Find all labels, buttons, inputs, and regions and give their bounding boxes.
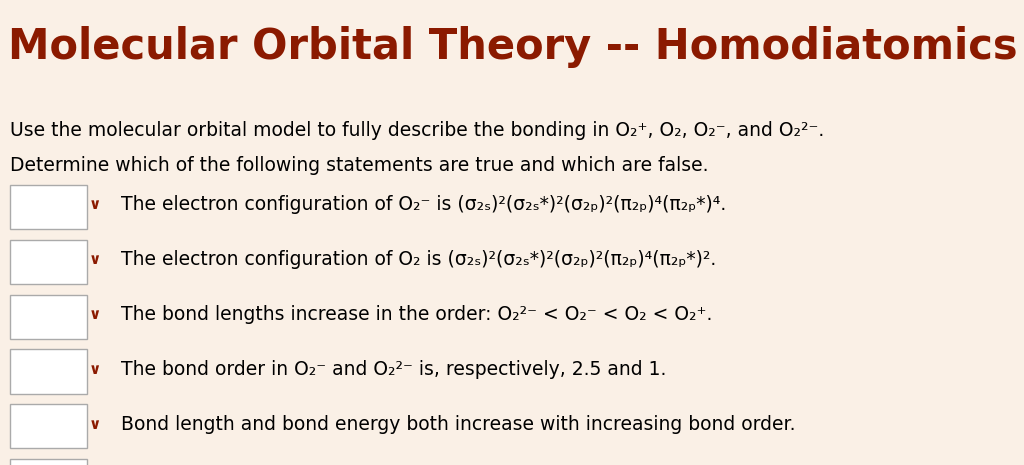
Text: ∨: ∨: [89, 197, 101, 212]
Text: ∨: ∨: [89, 417, 101, 432]
Text: ∨: ∨: [89, 307, 101, 322]
Text: The bond order in O₂⁻ and O₂²⁻ is, respectively, 2.5 and 1.: The bond order in O₂⁻ and O₂²⁻ is, respe…: [121, 360, 667, 379]
Text: Determine which of the following statements are true and which are false.: Determine which of the following stateme…: [10, 156, 709, 175]
Text: The electron configuration of O₂ is (σ₂ₛ)²(σ₂ₛ*)²(σ₂ₚ)²(π₂ₚ)⁴(π₂ₚ*)².: The electron configuration of O₂ is (σ₂ₛ…: [121, 250, 716, 269]
Text: The electron configuration of O₂⁻ is (σ₂ₛ)²(σ₂ₛ*)²(σ₂ₚ)²(π₂ₚ)⁴(π₂ₚ*)⁴.: The electron configuration of O₂⁻ is (σ₂…: [121, 195, 726, 214]
Text: Bond length and bond energy both increase with increasing bond order.: Bond length and bond energy both increas…: [121, 415, 796, 433]
Text: Use the molecular orbital model to fully describe the bonding in O₂⁺, O₂, O₂⁻, a: Use the molecular orbital model to fully…: [10, 121, 824, 140]
Text: ∨: ∨: [89, 362, 101, 377]
Text: ∨: ∨: [89, 252, 101, 267]
Text: Molecular Orbital Theory -- Homodiatomics: Molecular Orbital Theory -- Homodiatomic…: [8, 26, 1018, 67]
Text: The bond lengths increase in the order: O₂²⁻ < O₂⁻ < O₂ < O₂⁺.: The bond lengths increase in the order: …: [121, 305, 713, 324]
